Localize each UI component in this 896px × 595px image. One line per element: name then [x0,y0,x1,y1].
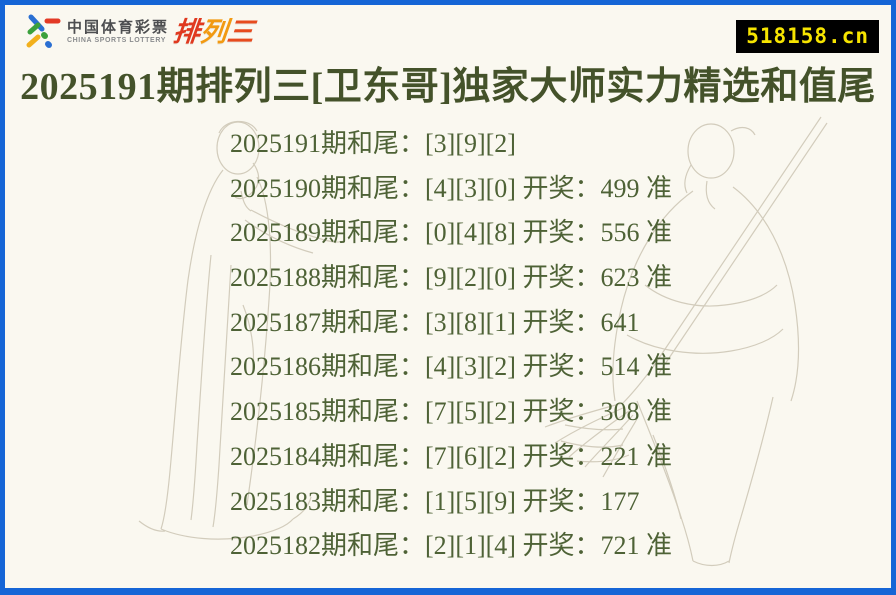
logo-brand-cn: 中国体育彩票 [67,18,170,36]
prediction-row: 2025187期和尾：[3][8][1] 开奖：641 [230,307,640,337]
prediction-row: 2025185期和尾：[7][5][2] 开奖：308 准 [230,397,672,427]
logo-product-name: 排列三 [171,16,256,47]
logo-text: 中国体育彩票 CHINA SPORTS LOTTERY [67,18,170,45]
prediction-row: 2025190期和尾：[4][3][0] 开奖：499 准 [230,173,672,203]
predictions-list: 2025191期和尾：[3][9][2] 2025190期和尾：[4][3][0]… [230,122,880,569]
prediction-row: 2025184期和尾：[7][6][2] 开奖：221 准 [230,441,672,471]
page-title: 2025191期排列三[卫东哥]独家大师实力精选和值尾 [20,66,876,108]
site-domain-badge: 518158.cn [736,20,879,53]
logo-brand-en: CHINA SPORTS LOTTERY [67,36,166,44]
prediction-row: 2025186期和尾：[4][3][2] 开奖：514 准 [230,352,672,382]
sports-lottery-logo[interactable]: 中国体育彩票 CHINA SPORTS LOTTERY 排列三 [21,9,256,55]
prediction-row: 2025188期和尾：[9][2][0] 开奖：623 准 [230,263,672,293]
prediction-row: 2025183期和尾：[1][5][9] 开奖：177 [230,486,640,516]
prediction-row: 2025182期和尾：[2][1][4] 开奖：721 准 [230,531,672,561]
prediction-row: 2025191期和尾：[3][9][2] [230,129,516,158]
lottery-logo-icon [26,14,61,48]
prediction-row: 2025189期和尾：[0][4][8] 开奖：556 准 [230,218,672,248]
header: 中国体育彩票 CHINA SPORTS LOTTERY 排列三 518158.c… [5,5,891,63]
